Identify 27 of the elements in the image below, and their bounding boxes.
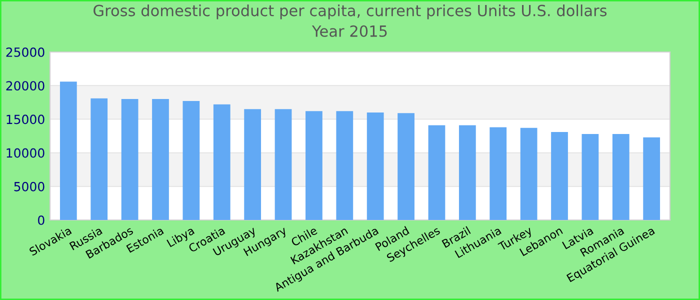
chart-title: Gross domestic product per capita, current prices Units U.S. dollars Year 2015 [94, 4, 607, 37]
bar [398, 113, 414, 220]
bar [458, 125, 476, 220]
y-tick-label: 5000 [14, 182, 44, 192]
bar [152, 99, 169, 220]
bar [520, 128, 538, 220]
bar [366, 112, 384, 220]
bar [551, 132, 568, 220]
y-tick-label: 0 [38, 215, 44, 225]
bar [121, 99, 138, 220]
bar [274, 109, 292, 220]
bar [306, 111, 322, 220]
bar [428, 125, 446, 220]
bar [213, 104, 230, 220]
bar [60, 82, 77, 220]
bar [244, 109, 262, 220]
y-tick-label: 10000 [6, 148, 44, 158]
bar [643, 137, 660, 220]
y-tick-label: 15000 [6, 114, 44, 124]
bar [182, 101, 200, 220]
bar [490, 127, 507, 220]
bar [582, 134, 599, 220]
y-tick-label: 20000 [6, 81, 44, 91]
bar [90, 98, 108, 220]
y-tick-label: 25000 [6, 47, 44, 57]
bar [336, 111, 354, 220]
bar [612, 134, 630, 220]
